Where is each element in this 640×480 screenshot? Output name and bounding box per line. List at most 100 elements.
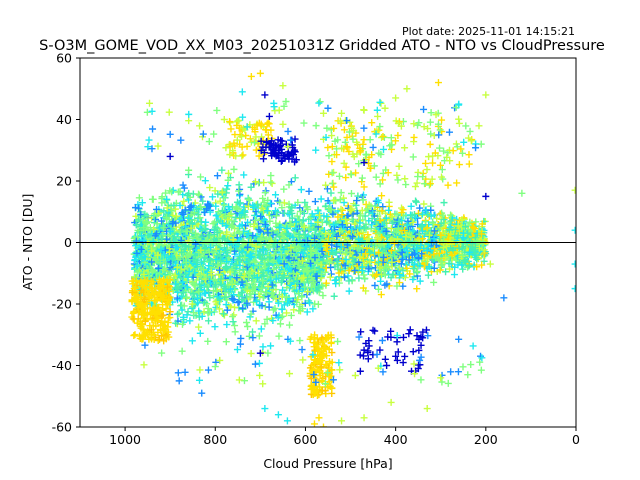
data-point — [371, 327, 379, 335]
data-point — [316, 98, 324, 106]
data-point — [402, 181, 410, 189]
data-point — [385, 198, 393, 206]
data-point — [410, 133, 418, 141]
data-point — [196, 214, 204, 222]
data-point — [172, 284, 180, 292]
data-point — [272, 275, 280, 283]
data-point — [145, 136, 153, 144]
data-point — [401, 352, 409, 360]
data-point — [394, 176, 402, 184]
data-point — [183, 283, 191, 291]
data-point — [138, 232, 146, 240]
data-point — [293, 212, 301, 220]
data-point — [234, 299, 242, 307]
data-point — [183, 311, 191, 319]
data-point — [228, 279, 236, 287]
data-point — [160, 265, 168, 273]
data-point — [281, 247, 289, 255]
data-point — [230, 165, 238, 173]
data-point — [267, 342, 275, 350]
data-point — [373, 106, 381, 114]
data-point — [454, 368, 462, 376]
data-point — [176, 187, 184, 195]
data-point — [146, 99, 154, 107]
data-point — [240, 171, 248, 179]
data-point — [328, 169, 336, 177]
data-point — [172, 244, 180, 252]
data-point — [518, 189, 526, 197]
data-point — [298, 346, 306, 354]
data-point — [206, 184, 214, 192]
data-point — [243, 142, 251, 150]
data-point — [192, 240, 200, 248]
data-point — [304, 205, 312, 213]
data-point — [186, 203, 194, 211]
data-point — [417, 376, 425, 384]
data-point — [259, 194, 267, 202]
data-point — [275, 332, 283, 340]
data-point — [300, 223, 308, 231]
data-point — [477, 366, 485, 374]
data-point — [223, 306, 231, 314]
data-point — [401, 144, 409, 152]
data-point — [303, 308, 311, 316]
data-point — [278, 240, 286, 248]
data-point — [178, 320, 186, 328]
data-point — [201, 177, 209, 185]
data-point — [330, 292, 338, 300]
data-point — [220, 310, 228, 318]
data-point — [274, 313, 282, 321]
data-point — [292, 218, 300, 226]
data-point — [315, 211, 323, 219]
data-point — [204, 366, 212, 374]
data-point — [204, 337, 212, 345]
data-point — [413, 285, 421, 293]
data-point — [231, 328, 239, 336]
data-point — [317, 195, 325, 203]
data-point — [444, 379, 452, 387]
data-point — [472, 144, 480, 152]
data-point — [271, 305, 279, 313]
data-point — [245, 332, 253, 340]
data-point — [235, 256, 243, 264]
data-point — [131, 273, 139, 281]
data-point — [141, 341, 149, 349]
data-point — [212, 202, 220, 210]
data-point — [395, 162, 403, 170]
data-point — [358, 174, 366, 182]
data-point — [227, 125, 235, 133]
data-point — [420, 105, 428, 113]
data-point — [201, 298, 209, 306]
data-point — [206, 294, 214, 302]
data-point — [184, 308, 192, 316]
data-point — [453, 179, 461, 187]
data-point — [251, 139, 259, 147]
data-point — [269, 317, 277, 325]
data-point — [309, 305, 317, 313]
data-point — [438, 378, 446, 386]
data-point — [301, 199, 309, 207]
data-point — [185, 243, 193, 251]
data-point — [222, 338, 230, 346]
data-point — [230, 247, 238, 255]
data-point — [289, 297, 297, 305]
data-point — [444, 181, 452, 189]
data-point — [185, 117, 193, 125]
data-point — [231, 270, 239, 278]
data-point — [274, 299, 282, 307]
data-point — [405, 330, 413, 338]
data-point — [335, 359, 343, 367]
data-point — [143, 108, 151, 116]
data-point — [235, 376, 243, 384]
data-point — [305, 224, 313, 232]
data-point — [205, 231, 213, 239]
data-point — [261, 320, 269, 328]
data-point — [222, 301, 230, 309]
data-point — [195, 307, 203, 315]
data-point — [330, 183, 338, 191]
data-point — [218, 166, 226, 174]
data-point — [192, 229, 199, 237]
data-point — [260, 179, 268, 187]
data-point — [199, 239, 207, 247]
data-point — [252, 216, 260, 224]
